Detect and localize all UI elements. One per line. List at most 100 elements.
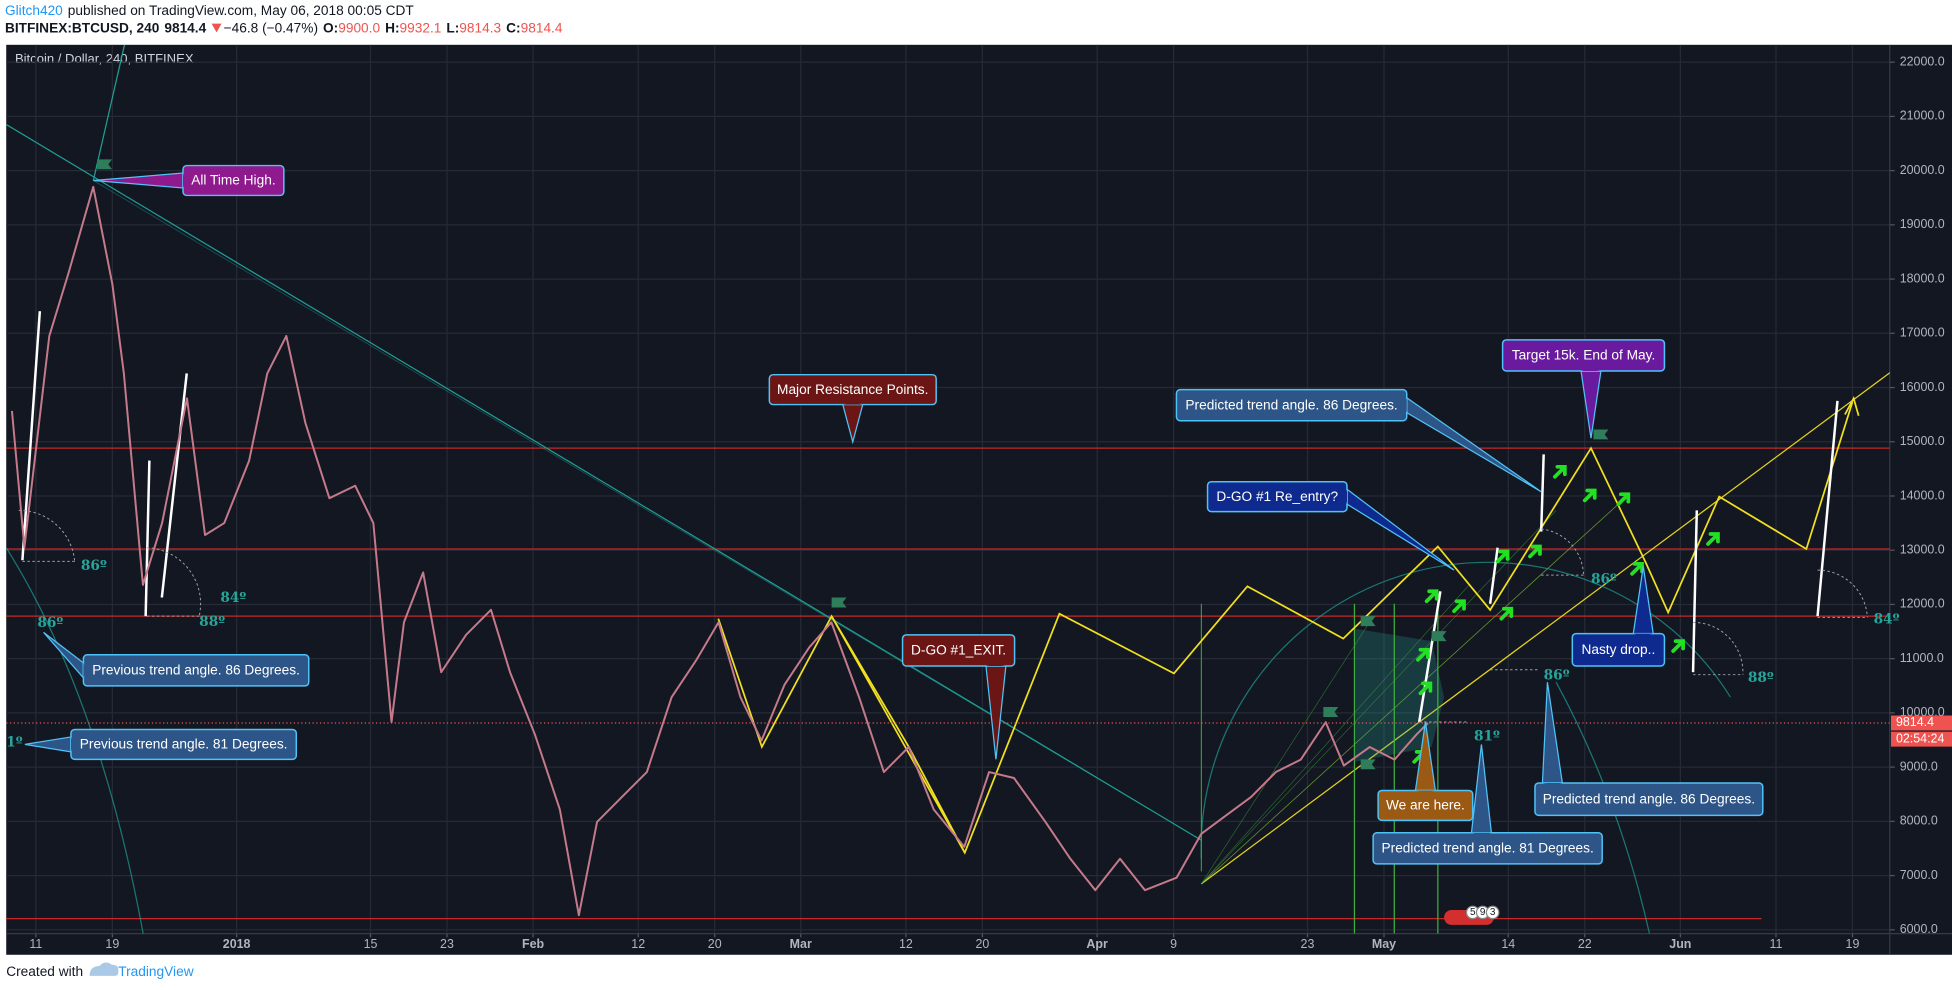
callout-joint — [1415, 790, 1436, 793]
callout-box — [1534, 782, 1764, 817]
ohlc-label: L: — [446, 20, 459, 35]
angle-label: 86º — [1591, 572, 1617, 588]
angle-arc — [1541, 528, 1585, 576]
green-arrow — [1528, 544, 1542, 559]
flag — [1360, 759, 1376, 770]
callout-text: Major Resistance Points. — [777, 382, 928, 397]
trend-stroke — [1691, 510, 1699, 673]
ohlc-value: 9814.4 — [521, 20, 563, 35]
callout: Major Resistance Points. — [768, 373, 937, 445]
channel-line — [1200, 372, 1890, 885]
header-line-2: BITFINEX:BTCUSD, 240 9814.4 −46.8 (−0.47%)… — [5, 20, 563, 35]
callout-text: Predicted trend angle. 81 Degrees. — [1382, 841, 1594, 856]
angle-label: 88º — [199, 614, 225, 630]
callout-joint — [83, 662, 86, 678]
green-arrow — [1499, 606, 1514, 621]
x-tick-label: 2018 — [223, 937, 251, 951]
callout-joint — [985, 663, 1006, 666]
callout-joint — [183, 173, 186, 188]
footer-created: Created with — [6, 964, 83, 979]
y-tick-label: 15000.0 — [1900, 434, 1945, 448]
angle-label: 84º — [220, 590, 246, 606]
callout-text: Previous trend angle. 81 Degrees. — [80, 737, 288, 752]
trend-stroke — [1488, 547, 1499, 604]
change: −46.8 (−0.47%) — [224, 20, 318, 35]
x-tick-label: 23 — [1301, 937, 1315, 951]
ohlc-label: C: — [506, 20, 520, 35]
callout-box — [1571, 632, 1666, 667]
y-tick-label: 16000.0 — [1900, 380, 1945, 394]
y-tick-label: 20000.0 — [1900, 163, 1945, 177]
footer-logo — [89, 962, 119, 976]
fan-ray — [1201, 503, 1619, 885]
angle-label: 88º — [1748, 670, 1774, 686]
callout-joint — [1404, 397, 1407, 413]
callout: Predicted trend angle. 81 Degrees. — [1372, 744, 1603, 865]
callout-text: Predicted trend angle. 86 Degrees. — [1543, 791, 1755, 806]
green-arrow — [1416, 647, 1430, 662]
green-arrow — [1671, 639, 1685, 653]
down-arrow-icon — [211, 23, 222, 33]
ath-fan-line — [92, 44, 126, 181]
x-tick-label: 20 — [708, 937, 722, 951]
callout: Previous trend angle. 86 Degrees. — [43, 631, 310, 687]
angle-arc — [1817, 569, 1868, 618]
green-arrow — [1424, 589, 1439, 604]
angle-arc — [146, 547, 202, 617]
author[interactable]: Glitch420 — [5, 3, 63, 18]
overlays: 9814.4 02:54:24 86º 84º 88º 86º 1º 86º 86º 81º 88º… — [6, 164, 1952, 925]
fan-ray — [1201, 584, 1470, 885]
ohlc-label: O: — [323, 20, 338, 35]
y-tick-label: 7000.0 — [1900, 868, 1938, 882]
flag — [1323, 707, 1339, 718]
callout: D-GO #1_EXIT. — [901, 634, 1016, 760]
green-arrow — [1418, 681, 1433, 696]
angle-label: 81º — [1474, 728, 1500, 744]
y-tick-label: 17000.0 — [1900, 326, 1945, 340]
flag — [97, 159, 113, 170]
fan-ray — [1201, 510, 1557, 885]
x-tick-label: 15 — [364, 937, 378, 951]
callout-joint — [1633, 633, 1654, 637]
trend-stroke — [21, 311, 42, 561]
x-tick-label: 14 — [1501, 937, 1515, 951]
y-tick-label: 21000.0 — [1900, 109, 1945, 123]
y-tick-label: 13000.0 — [1900, 542, 1945, 556]
callout: Nasty drop.. — [1571, 566, 1666, 667]
trend-stroke — [1539, 454, 1545, 532]
last-price-tag — [1891, 715, 1952, 731]
fan-ray — [1201, 622, 1370, 884]
callout-text: Target 15k. End of May. — [1512, 348, 1656, 363]
callout-text: D-GO #1_EXIT. — [911, 643, 1006, 658]
green-arrow — [1616, 492, 1631, 507]
green-arrow — [1553, 464, 1567, 479]
y-tick-label: 9000.0 — [1900, 759, 1938, 773]
y-tick-label: 18000.0 — [1900, 271, 1945, 285]
green-arrow — [1706, 532, 1720, 546]
trend-stroke — [160, 373, 188, 598]
x-tick-label: May — [1372, 937, 1396, 951]
y-tick-label: 19000.0 — [1900, 217, 1945, 231]
green-arrow — [1630, 562, 1644, 576]
x-tick-label: 12 — [899, 937, 913, 951]
angle-arc — [1693, 621, 1744, 675]
callout-text: Previous trend angle. 86 Degrees. — [92, 663, 300, 678]
angle-arc — [18, 509, 76, 562]
callout-text: We are here. — [1386, 798, 1465, 813]
callout: Previous trend angle. 81 Degrees. — [24, 728, 298, 761]
x-tick-label: 12 — [631, 937, 645, 951]
fan-arc — [6, 547, 144, 934]
y-tick-label: 8000.0 — [1900, 814, 1938, 828]
callout-joint — [1542, 782, 1563, 786]
y-tick-label: 6000.0 — [1900, 922, 1938, 936]
y-tick-label: 11000.0 — [1900, 651, 1944, 665]
ohlc-value: 9814.3 — [459, 20, 501, 35]
arrow-head — [1844, 396, 1860, 417]
trend-stroke — [144, 460, 151, 617]
x-tick-label: 23 — [440, 937, 454, 951]
event-badge — [1485, 905, 1500, 920]
header-line-1: Glitch420 published on TradingView.com, M… — [5, 3, 414, 18]
countdown: 02:54:24 — [1896, 731, 1944, 745]
footer-brand[interactable]: TradingView — [118, 964, 193, 979]
